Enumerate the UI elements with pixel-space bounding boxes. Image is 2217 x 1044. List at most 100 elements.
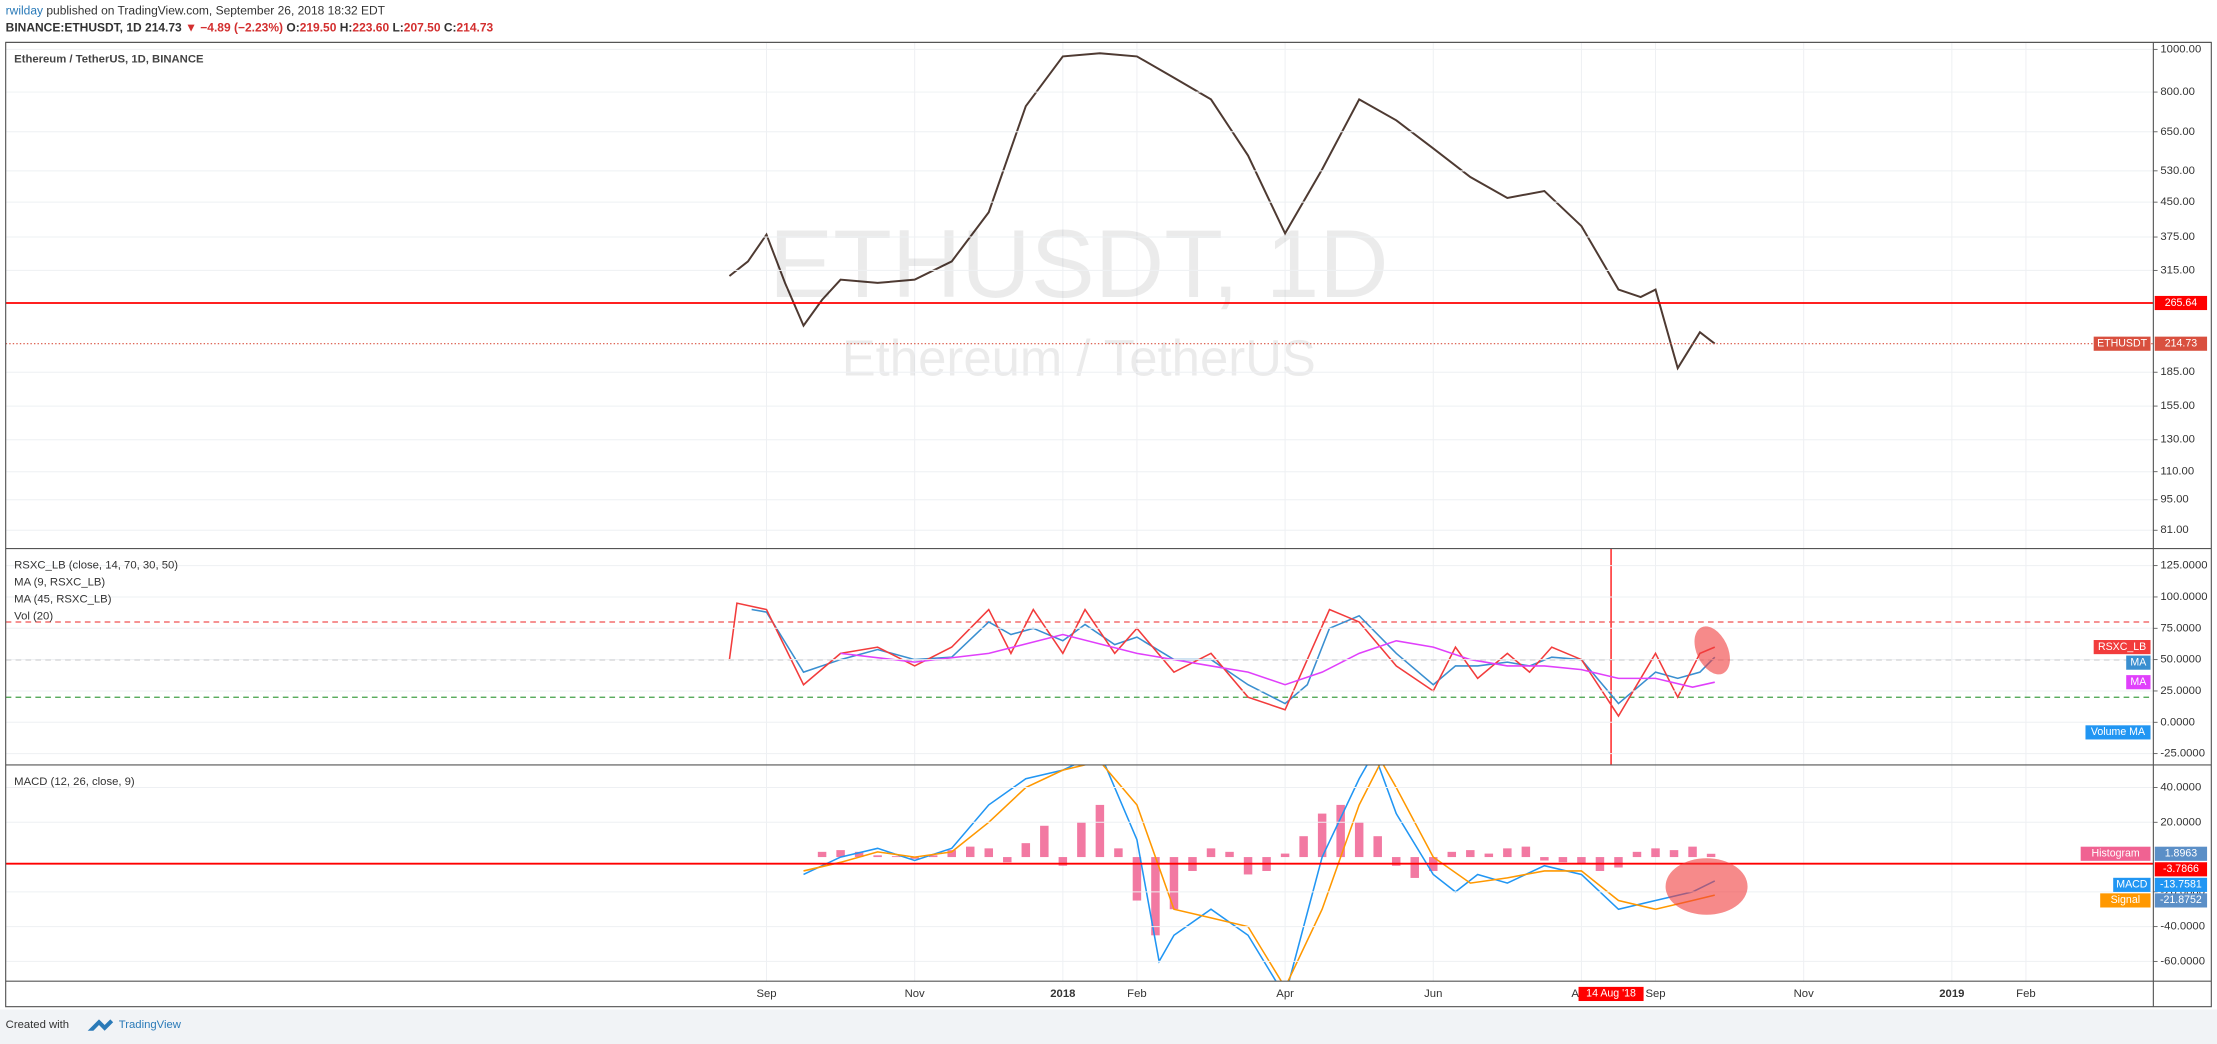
histogram-bar [1058, 857, 1068, 866]
series-tag-box [2126, 655, 2151, 670]
histogram-bar [1040, 825, 1049, 858]
close: 214.73 [457, 20, 494, 34]
y-tick-label: -25.0000 [2160, 748, 2205, 760]
pane [803, 764, 1716, 982]
series-tag-box [2093, 640, 2151, 655]
histogram-bar [1169, 857, 1179, 910]
footer-created: Created with [6, 1019, 69, 1031]
symbol-line: BINANCE:ETHUSDT, 1D 214.73 ▼ −4.89 (−2.2… [6, 20, 494, 34]
series-line [840, 633, 1715, 688]
x-tick-label: Nov [905, 988, 925, 1000]
x-tick-label: 2018 [1050, 988, 1075, 1000]
footer-brand[interactable]: TradingView [119, 1019, 182, 1031]
x-tick-label: Nov [1794, 988, 1814, 1000]
y-tick-label: 40.0000 [2160, 781, 2201, 793]
histogram-bar [1077, 822, 1086, 858]
histogram-bar [1299, 836, 1308, 858]
y-tick-label: 0.0000 [2160, 716, 2195, 728]
volume-tag-box [2085, 725, 2151, 740]
histogram-bar [1558, 857, 1568, 863]
series-line [803, 764, 1716, 982]
histogram-bar [1021, 843, 1031, 858]
y-tick-label: 25.0000 [2160, 685, 2201, 697]
y-tick-label: 20.0000 [2160, 816, 2201, 828]
low: 207.50 [404, 20, 441, 34]
published: published on TradingView.com, September … [46, 3, 385, 17]
x-tick-label: Sep [1645, 988, 1665, 1000]
y-tick-label: 185.00 [2160, 366, 2195, 378]
series-line [751, 608, 1716, 705]
series-tag-box [2113, 877, 2151, 892]
author[interactable]: rwilday [6, 3, 43, 17]
y-tick-label: 81.00 [2160, 524, 2188, 536]
footer-bar [0, 1009, 2217, 1044]
y-tick-label: 100.0000 [2160, 591, 2207, 603]
pane [728, 52, 1716, 371]
y-tick-label: 315.00 [2160, 264, 2195, 276]
pane-legend: MA (45, RSXC_LB) [14, 593, 112, 605]
last-value-box [2154, 336, 2208, 351]
last-value: -13.7581 [2160, 879, 2202, 891]
histogram-bar [1336, 804, 1345, 858]
symbol: BINANCE:ETHUSDT, 1D [6, 20, 142, 34]
x-tick-label: Jun [1424, 988, 1442, 1000]
histogram-bar [1225, 851, 1234, 858]
histogram-bar [1706, 853, 1716, 858]
change: ▼ −4.89 (−2.23%) [185, 20, 283, 34]
histogram-bar [1206, 848, 1216, 858]
histogram-bar [1095, 804, 1105, 858]
x-tick-label: Sep [756, 988, 776, 1000]
y-tick-label: 95.00 [2160, 494, 2188, 506]
histogram-bar [1354, 822, 1364, 858]
hline-label-box [2154, 295, 2208, 311]
histogram-bar [1651, 848, 1660, 858]
y-tick-label: 800.00 [2160, 86, 2195, 98]
histogram-bar [1447, 851, 1457, 858]
x-tick-label: Feb [1127, 988, 1146, 1000]
series-tag: ETHUSDT [2097, 338, 2148, 350]
y-tick-label: 50.0000 [2160, 654, 2201, 666]
y-tick-label: 130.00 [2160, 434, 2195, 446]
histogram-bar [873, 855, 882, 858]
date-marker-label: 14 Aug '18 [1586, 988, 1636, 1000]
histogram-bar [1151, 857, 1160, 936]
y-tick-label: 1000.00 [2160, 43, 2201, 55]
histogram-bar [1540, 857, 1549, 861]
last-value: 214.73 [2165, 338, 2198, 350]
histogram-bar [1669, 850, 1679, 858]
histogram-bar [1243, 857, 1253, 875]
y-tick-label: 75.0000 [2160, 622, 2201, 634]
price: 214.73 [145, 20, 182, 34]
open: 219.50 [300, 20, 337, 34]
chart-area: SepNov2018FebAprJunAugSepNov2019FebETHUS… [5, 41, 2212, 1008]
frame [5, 41, 2212, 1008]
pane-title: Ethereum / TetherUS, 1D, BINANCE [14, 53, 204, 65]
close-label: C: [444, 20, 457, 34]
x-tick-label: 2019 [1939, 988, 1964, 1000]
y-tick-label: 125.0000 [2160, 560, 2207, 572]
histogram-bar [910, 857, 919, 859]
pane-legend: RSXC_LB (close, 14, 70, 30, 50) [14, 560, 178, 572]
watermark: ETHUSDT, 1D [769, 211, 1389, 318]
histogram-bar [1132, 857, 1142, 901]
y-tick-label: 650.00 [2160, 126, 2195, 138]
series-tag-box [2093, 336, 2151, 351]
last-value-box [2154, 877, 2208, 892]
histogram-bar [854, 851, 864, 858]
pane-legend: MACD (12, 26, close, 9) [14, 776, 135, 788]
histogram-bar [1466, 850, 1475, 858]
histogram-bar [984, 848, 994, 858]
histogram-bar [836, 850, 845, 858]
series-line [728, 52, 1716, 371]
y-tick-label: 110.00 [2160, 466, 2194, 478]
hline-label-box [2154, 862, 2208, 877]
y-tick-label: 375.00 [2160, 231, 2195, 243]
logo[interactable] [87, 1019, 114, 1031]
y-tick-label: -40.0000 [2160, 921, 2205, 933]
series-tag: Signal [2111, 894, 2140, 906]
y-tick-label: 450.00 [2160, 196, 2195, 208]
